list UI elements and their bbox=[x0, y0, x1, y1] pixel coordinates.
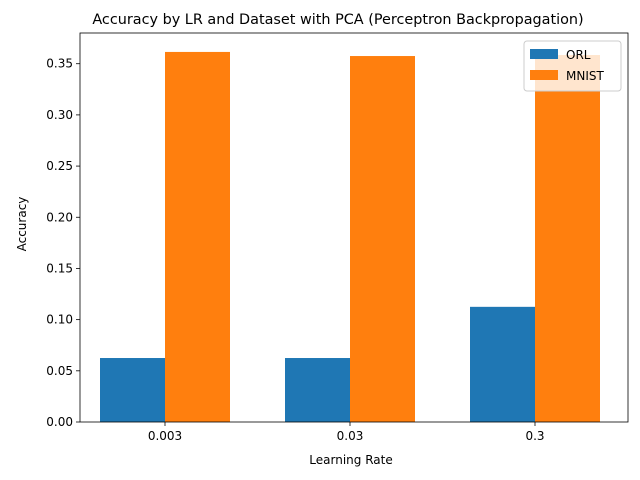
x-tick-label: 0.3 bbox=[525, 429, 544, 443]
y-tick-label: 0.10 bbox=[46, 313, 73, 327]
y-tick-label: 0.20 bbox=[46, 210, 73, 224]
y-tick-label: 0.15 bbox=[46, 261, 73, 275]
x-tick-label: 0.03 bbox=[337, 429, 364, 443]
y-tick-label: 0.30 bbox=[46, 108, 73, 122]
bars-layer bbox=[100, 51, 600, 422]
y-tick-label: 0.35 bbox=[46, 57, 73, 71]
x-axis-label: Learning Rate bbox=[309, 453, 392, 467]
legend-swatch-mnist bbox=[530, 70, 558, 80]
bar-mnist-0.03 bbox=[350, 56, 415, 422]
bar-orl-0.3 bbox=[470, 306, 535, 422]
bar-mnist-0.003 bbox=[165, 51, 230, 422]
y-tick-label: 0.25 bbox=[46, 159, 73, 173]
bar-mnist-0.3 bbox=[535, 55, 600, 422]
legend-label-mnist: MNIST bbox=[566, 69, 604, 83]
plot-frame bbox=[79, 32, 629, 423]
x-tick-label: 0.003 bbox=[148, 429, 182, 443]
y-axis-label: Accuracy bbox=[15, 197, 29, 252]
axes-layer: 0.003 0.03 0.3 0.00 0.05 0.10 0.15 0.20 0.25 0.30… bbox=[46, 32, 629, 443]
y-tick-label: 0.00 bbox=[46, 415, 73, 429]
chart-title: Accuracy by LR and Dataset with PCA (Per… bbox=[92, 12, 583, 28]
bar-orl-0.003 bbox=[100, 358, 165, 422]
legend-swatch-orl bbox=[530, 49, 558, 59]
legend: ORL MNIST bbox=[523, 40, 622, 92]
bar-orl-0.03 bbox=[285, 358, 350, 422]
legend-label-orl: ORL bbox=[566, 48, 591, 62]
y-tick-label: 0.05 bbox=[46, 364, 73, 378]
